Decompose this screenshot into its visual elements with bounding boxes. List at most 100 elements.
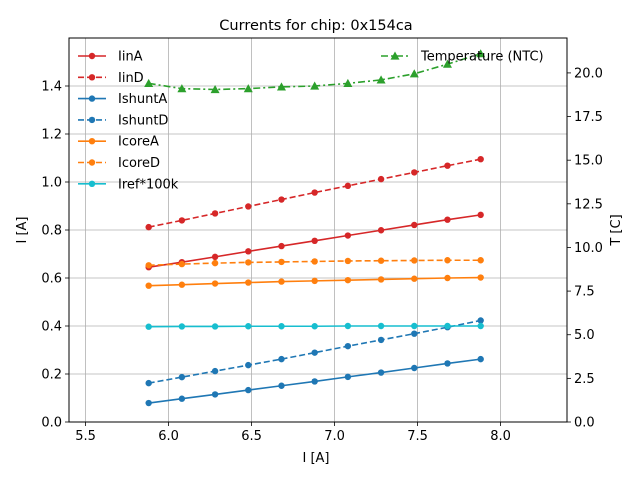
data-point [211, 253, 219, 261]
data-point [377, 175, 385, 183]
data-point [245, 323, 252, 330]
legend-label: IcoreD [118, 156, 160, 171]
y-tick-label: 0.2 [41, 368, 62, 383]
y2-tick-label: 20.0 [574, 66, 603, 81]
data-point [311, 323, 318, 330]
y2-tick-label: 10.0 [574, 241, 603, 256]
data-point [245, 361, 252, 369]
data-point [377, 227, 385, 234]
data-point [144, 78, 154, 87]
data-point [145, 282, 152, 289]
y-tick-label: 0.6 [41, 272, 62, 287]
data-point [411, 257, 418, 264]
data-point [178, 395, 186, 402]
data-point [278, 196, 285, 203]
data-point [278, 323, 285, 330]
data-point [477, 211, 484, 219]
data-point [411, 322, 418, 330]
data-point [343, 78, 353, 87]
data-point [442, 59, 452, 68]
data-point [477, 274, 484, 281]
legend-left: IinA IinD IshuntA IshuntD IcoreA IcoreD Iref*1… [78, 50, 179, 192]
data-point [177, 84, 187, 93]
series-Temperature (NTC) [144, 49, 486, 94]
data-point [344, 342, 352, 350]
data-point [245, 259, 252, 266]
legend-entry: Temperature (NTC) [381, 50, 544, 65]
data-point [311, 378, 318, 385]
x-tick-label: 7.0 [324, 429, 345, 444]
data-point [344, 276, 352, 284]
data-point [476, 49, 486, 58]
data-point [178, 217, 186, 224]
data-point [210, 84, 220, 94]
data-point [145, 379, 152, 387]
y2-axis-label: T [C] [609, 214, 624, 246]
data-point [344, 322, 352, 330]
legend-marker [88, 180, 96, 187]
series-IshuntA [145, 355, 484, 407]
y-tick-label: 0.8 [41, 224, 62, 239]
legend-label: Temperature (NTC) [420, 50, 544, 65]
y-axis-right: 0.0 2.5 5.0 7.5 10.0 12.5 15.0 17.5 20.0 [567, 66, 603, 431]
data-point [245, 203, 252, 210]
x-axis-label: I [A] [302, 451, 329, 466]
legend-right: Temperature (NTC) [381, 50, 544, 65]
legend-entry: IinA [78, 50, 143, 65]
series-line [148, 319, 481, 384]
chart-title: Currents for chip: 0x154ca [219, 18, 412, 34]
data-point [211, 280, 219, 287]
y-axis-label: I [A] [15, 216, 30, 243]
data-point [311, 189, 318, 196]
legend-label: IinA [118, 50, 143, 65]
data-point [145, 323, 152, 330]
legend-label: IshuntA [118, 92, 167, 107]
data-point [310, 81, 320, 90]
data-point [178, 260, 186, 268]
data-point [311, 277, 318, 285]
data-point [145, 262, 152, 269]
data-point [409, 69, 419, 78]
data-point [276, 82, 286, 91]
data-point [477, 257, 484, 264]
data-point [311, 237, 318, 244]
y2-tick-label: 15.0 [574, 154, 603, 169]
y-tick-label: 1.4 [41, 80, 62, 95]
data-point [245, 248, 252, 255]
data-point [211, 323, 219, 330]
y2-tick-label: 2.5 [574, 372, 595, 387]
data-point [211, 210, 219, 217]
y2-tick-label: 0.0 [574, 416, 595, 431]
x-tick-label: 7.5 [407, 429, 428, 444]
y2-tick-label: 5.0 [574, 328, 595, 343]
data-point [311, 349, 318, 356]
y2-tick-label: 12.5 [574, 197, 603, 212]
data-point [178, 323, 186, 330]
x-axis: 5.5 6.0 6.5 7.0 7.5 8.0 [75, 422, 511, 444]
data-point [411, 169, 418, 176]
data-point [211, 391, 219, 398]
data-point [211, 367, 219, 375]
data-point [477, 156, 484, 163]
data-point [477, 317, 484, 324]
legend-label: IinD [118, 71, 144, 86]
data-point [278, 278, 285, 285]
y-tick-label: 1.2 [41, 128, 62, 143]
x-tick-label: 8.0 [490, 429, 511, 444]
series-line [148, 158, 481, 228]
data-point [411, 364, 418, 372]
legend-marker [88, 138, 96, 145]
y2-tick-label: 7.5 [574, 285, 595, 300]
y-tick-label: 1.0 [41, 176, 62, 191]
data-point [311, 258, 318, 265]
legend-entry: IcoreD [78, 156, 160, 171]
legend-marker [88, 74, 96, 81]
series-IcoreD [145, 257, 484, 269]
data-point [411, 221, 418, 229]
data-point [243, 84, 253, 93]
x-tick-label: 6.5 [241, 429, 262, 444]
legend-entry: IshuntD [78, 113, 168, 128]
data-point [344, 232, 352, 239]
data-point [444, 322, 451, 330]
